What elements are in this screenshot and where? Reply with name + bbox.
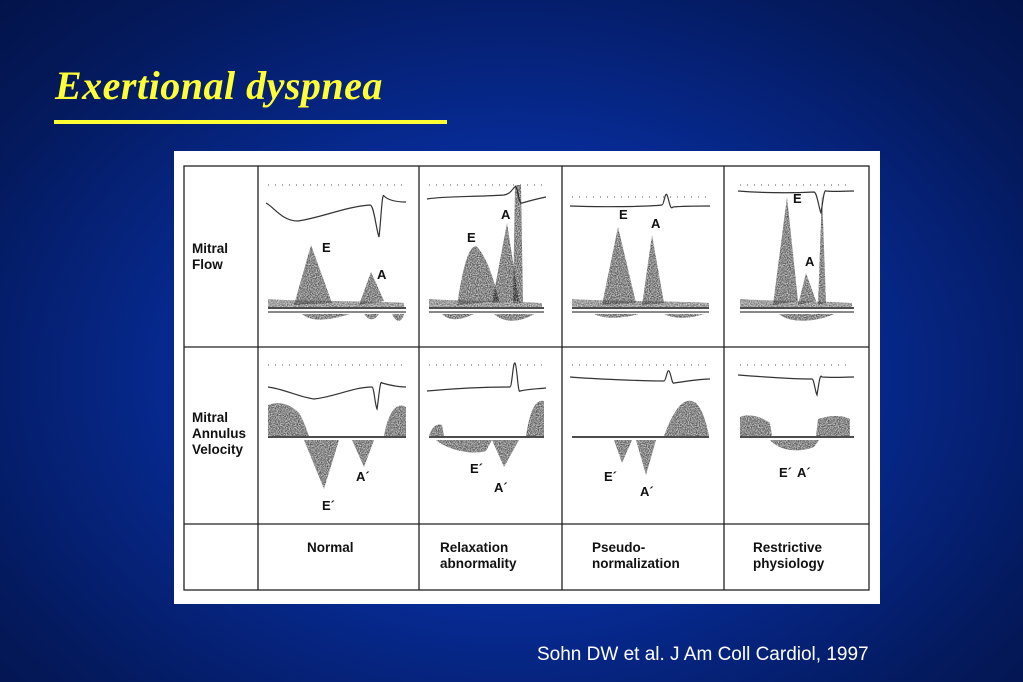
annulus-a-label-relaxation: A´ <box>494 480 508 495</box>
column-label-pseudo-normalization: Pseudo- normalization <box>592 540 680 571</box>
echo-figure: E A E A E A <box>174 151 880 604</box>
echo-figure-graphic: E A E A E A <box>183 165 870 591</box>
annulus-panel-restrictive: E´ A´ <box>737 364 855 480</box>
row-label-mitral-flow: Mitral Flow <box>192 241 229 272</box>
annulus-e-label-pseudo: E´ <box>604 469 617 484</box>
title-underline <box>54 120 447 124</box>
column-label-relaxation-abnormality: Relaxation abnormality <box>440 540 517 571</box>
column-label-restrictive-physiology: Restrictive physiology <box>753 540 825 571</box>
flow-panel-restrictive: E A <box>737 184 855 321</box>
flow-e-label-pseudo: E <box>619 207 628 222</box>
flow-a-label-relaxation: A <box>501 207 511 222</box>
column-label-normal: Normal <box>307 540 354 555</box>
flow-e-label-relaxation: E <box>467 230 476 245</box>
flow-a-label-restrictive: A <box>805 254 815 269</box>
flow-e-label-normal: E <box>322 240 331 255</box>
annulus-a-label-restrictive: A´ <box>797 465 811 480</box>
annulus-e-label-restrictive: E´ <box>779 465 792 480</box>
flow-panel-normal: E A <box>265 184 407 321</box>
flow-a-label-normal: A <box>377 267 387 282</box>
annulus-e-label-relaxation: E´ <box>470 461 483 476</box>
citation: Sohn DW et al. J Am Coll Cardiol, 1997 <box>537 644 869 665</box>
annulus-a-label-pseudo: A´ <box>640 484 654 499</box>
annulus-panel-normal: E´ A´ <box>267 364 407 513</box>
annulus-panel-pseudo: E´ A´ <box>569 364 711 499</box>
annulus-a-label-normal: A´ <box>356 469 370 484</box>
slide-title: Exertional dyspnea <box>55 63 383 108</box>
flow-a-label-pseudo: A <box>651 216 661 231</box>
annulus-panel-relaxation: E´ A´ <box>426 362 547 495</box>
flow-e-label-restrictive: E <box>793 191 802 206</box>
figure-grid <box>183 165 870 591</box>
row-label-mitral-annulus-velocity: Mitral Annulus Velocity <box>192 410 246 457</box>
flow-panel-relaxation: E A <box>426 184 547 321</box>
annulus-e-label-normal: E´ <box>322 498 335 513</box>
flow-panel-pseudo: E A <box>569 193 711 318</box>
